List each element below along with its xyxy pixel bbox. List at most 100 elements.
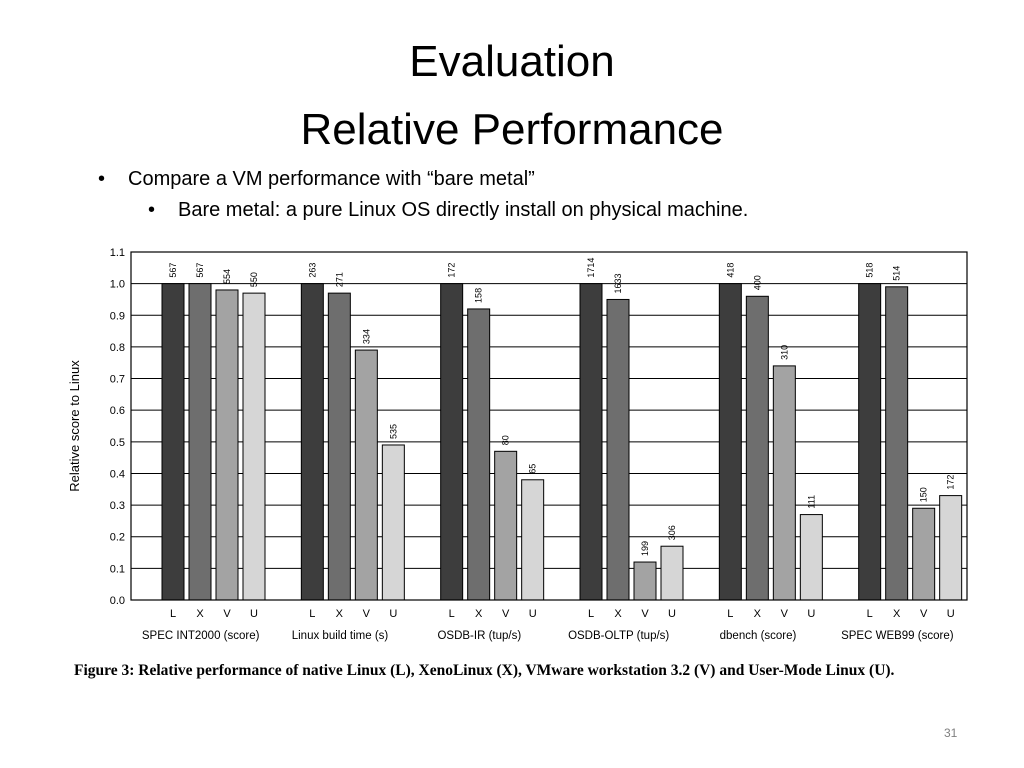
y-tick-label: 0.1 (110, 563, 125, 575)
y-tick-label: 0.5 (110, 437, 125, 449)
y-tick-label: 0.0 (110, 595, 125, 607)
y-tick-labels: 0.0 0.1 0.2 0.3 0.4 0.5 0.6 0.7 0.8 0.9 1.0 1.1 (110, 247, 125, 607)
bar-value-label: 554 (222, 269, 232, 284)
y-tick-label: 0.4 (110, 468, 125, 480)
bar-u (381, 444, 405, 601)
bar-letter-label: U (807, 608, 815, 620)
bar-letter-label: U (947, 608, 955, 620)
slide-title-line-1: Evaluation (409, 37, 615, 86)
y-tick-label: 1.0 (110, 279, 125, 291)
y-tick-label: 0.3 (110, 500, 125, 512)
bar-v (772, 365, 796, 601)
bar-x (467, 308, 491, 601)
bullet-level-2: • Bare metal: a pure Linux OS directly in… (148, 199, 748, 222)
bar-x (188, 283, 212, 601)
figure-caption: Figure 3: Relative performance of native… (74, 662, 895, 679)
bar-value-label: 199 (640, 541, 650, 556)
bar-letter-label: V (641, 608, 649, 620)
bar-letter-label: U (529, 608, 537, 620)
bar-u (521, 479, 545, 601)
bar-letter-label: L (588, 608, 594, 620)
bar-x (606, 298, 630, 601)
bar-value-label: 263 (307, 263, 317, 278)
chart-bars (161, 283, 963, 601)
slide-title-line-2: Relative Performance (300, 105, 724, 154)
bar-letter-label: X (893, 608, 901, 620)
y-tick-label: 0.2 (110, 532, 125, 544)
bar-value-label: 1714 (586, 258, 596, 278)
bar-letter-label: L (170, 608, 176, 620)
plot-frame (130, 251, 968, 601)
bar-value-label: 518 (865, 263, 875, 278)
bar-l (858, 283, 882, 601)
chart-frame (130, 251, 968, 601)
group-label: OSDB-IR (tup/s) (437, 630, 521, 642)
bullet-text-2: Bare metal: a pure Linux OS directly ins… (178, 199, 749, 221)
bar-letter-label: U (668, 608, 676, 620)
bar-value-label: 310 (779, 345, 789, 360)
group-label: Linux build time (s) (292, 630, 389, 642)
bar-v (354, 349, 378, 601)
group-label: SPEC INT2000 (score) (142, 630, 260, 642)
bar-value-label: 535 (388, 424, 398, 439)
bar-u (799, 514, 823, 601)
bar-value-label: 400 (752, 275, 762, 290)
bar-letter-label: V (781, 608, 789, 620)
bullet-dot-icon: • (98, 168, 106, 190)
group-label: OSDB-OLTP (tup/s) (568, 630, 669, 642)
bar-letter-label: X (614, 608, 622, 620)
group-labels: SPEC INT2000 (score) Linux build time (s)… (142, 630, 954, 642)
y-tick-label: 0.7 (110, 374, 125, 386)
y-tick-label: 0.8 (110, 342, 125, 354)
bar-value-label: 306 (667, 525, 677, 540)
bar-letter-label: V (223, 608, 231, 620)
bar-value-label: 172 (946, 475, 956, 490)
bar-letter-label: V (502, 608, 510, 620)
bar-letter-label: U (389, 608, 397, 620)
bar-x (745, 295, 769, 601)
page-number: 31 (944, 726, 958, 740)
bar-value-label: 158 (474, 288, 484, 303)
bar-value-label: 567 (195, 263, 205, 278)
bar-v (215, 289, 239, 601)
group-label: SPEC WEB99 (score) (841, 630, 954, 642)
bar-letter-label: X (196, 608, 204, 620)
bar-value-label: 1633 (613, 273, 623, 293)
bar-value-label: 65 (528, 464, 538, 474)
bar-letter-label: V (363, 608, 371, 620)
bar-u (242, 292, 266, 601)
bar-l (579, 283, 603, 601)
y-tick-label: 0.6 (110, 405, 125, 417)
bar-letter-label: V (920, 608, 928, 620)
bar-letter-label: L (309, 608, 315, 620)
bar-letter-label: X (336, 608, 344, 620)
bar-letter-label: U (250, 608, 258, 620)
bar-u (939, 495, 963, 601)
bullet-text-1: Compare a VM performance with “bare meta… (128, 168, 535, 190)
bar-value-label: 334 (361, 329, 371, 344)
bar-u (660, 545, 684, 601)
bar-value-label: 172 (447, 263, 457, 278)
bar-value-label: 271 (334, 272, 344, 287)
bar-v (912, 507, 936, 601)
bar-l (161, 283, 185, 601)
bullet-level-1: • Compare a VM performance with “bare met… (98, 168, 535, 191)
bar-v (633, 561, 657, 601)
bar-value-labels: 567 567 554 550 263 271 334 535 172 158 80 65 1714 16… (168, 258, 956, 556)
bar-v (494, 450, 518, 601)
bar-x (327, 292, 351, 601)
bar-value-label: 550 (249, 272, 259, 287)
bar-l (440, 283, 464, 601)
group-label: dbench (score) (720, 630, 797, 642)
bar-value-label: 111 (806, 495, 816, 509)
bar-l (300, 283, 324, 601)
bar-value-label: 514 (892, 266, 902, 281)
bar-value-label: 567 (168, 263, 178, 278)
bullet-dot-icon: • (148, 199, 156, 221)
bar-letter-label: L (727, 608, 733, 620)
bar-x (885, 286, 909, 601)
y-tick-label: 1.1 (110, 247, 125, 259)
